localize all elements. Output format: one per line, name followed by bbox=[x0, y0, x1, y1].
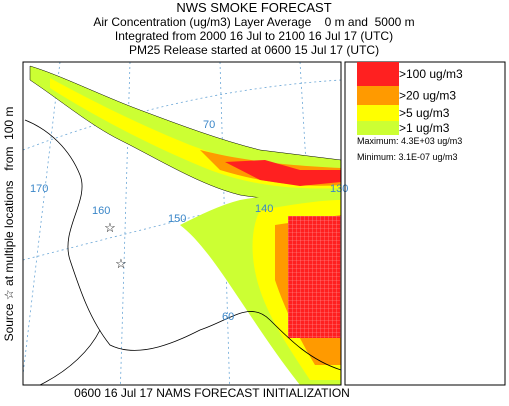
legend-label: >100 ug/m3 bbox=[399, 67, 463, 81]
grid-label: 140 bbox=[255, 203, 273, 215]
grid-label: 170 bbox=[30, 183, 48, 195]
source-star: ☆ bbox=[104, 220, 116, 235]
subtitle: Air Concentration (ug/m3) Layer Average … bbox=[93, 15, 414, 29]
subtitle: Integrated from 2000 16 Jul to 2100 16 J… bbox=[115, 29, 393, 43]
grid-label: 150 bbox=[168, 213, 186, 225]
footer: 0600 16 Jul 17 NAMS FORECAST INITIALIZAT… bbox=[74, 386, 350, 400]
legend-swatch bbox=[357, 86, 399, 105]
legend-swatch bbox=[357, 62, 399, 86]
maximum: Maximum: 4.3E+03 ug/m3 bbox=[357, 136, 462, 146]
grid-label: 160 bbox=[92, 205, 110, 217]
legend: >100 ug/m3 >20 ug/m3 >5 ug/m3>1 ug/m3 bbox=[357, 62, 463, 135]
legend-label: >5 ug/m3 bbox=[399, 106, 450, 120]
grid-label: 60 bbox=[222, 311, 234, 323]
legend-swatch bbox=[357, 121, 399, 135]
map-frame bbox=[22, 61, 342, 386]
legend-label: >1 ug/m3 bbox=[399, 121, 450, 135]
grid-label: 130 bbox=[330, 183, 348, 195]
source-star: ☆ bbox=[115, 256, 127, 271]
minimum: Minimum: 3.1E-07 ug/m3 bbox=[357, 152, 458, 162]
legend-swatch bbox=[357, 105, 399, 121]
map: ☆ ☆ 170 160 150 70 60 130 140 bbox=[22, 61, 348, 386]
legend-frame bbox=[344, 61, 506, 386]
legend-label: >20 ug/m3 bbox=[399, 89, 456, 103]
source-label: Source ☆ at multiple locations from 100 … bbox=[2, 107, 16, 342]
grid-label: 70 bbox=[203, 119, 215, 131]
subtitle: PM25 Release started at 0600 15 Jul 17 (… bbox=[129, 43, 379, 57]
title: NWS SMOKE FORECAST bbox=[176, 0, 331, 15]
